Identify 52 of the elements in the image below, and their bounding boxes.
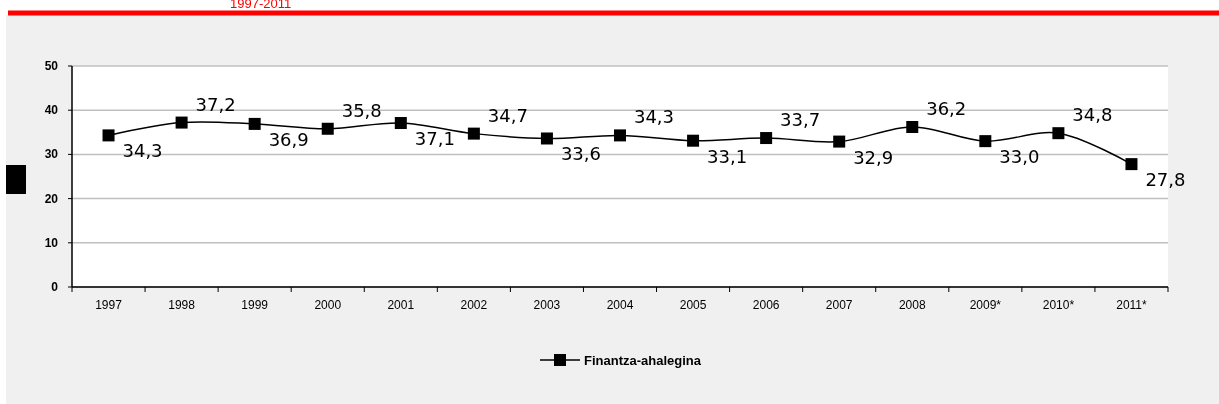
data-label: 27,8 [1145, 169, 1186, 191]
point [394, 117, 407, 130]
x-tick-label: 1997 [95, 298, 123, 312]
point [833, 135, 846, 148]
x-tick-label: 1998 [168, 298, 196, 312]
data-label: 36,2 [926, 98, 967, 119]
x-tick-label: 2011* [1116, 298, 1148, 312]
point [467, 127, 480, 140]
x-tick-label: 2005 [679, 298, 707, 312]
point [687, 134, 700, 147]
point [102, 129, 115, 142]
y-tick-label: 10 [44, 235, 59, 250]
y-tick-label: 20 [44, 191, 59, 206]
data-label: 33,7 [780, 109, 821, 131]
x-tick-label: 2006 [752, 298, 780, 312]
y-tick-label: 30 [44, 147, 59, 162]
x-tick-label: 2007 [825, 298, 853, 312]
data-label: 37,1 [414, 128, 455, 150]
y-tick-label: 0 [51, 280, 59, 294]
point [175, 116, 188, 129]
x-tick-label: 2001 [387, 298, 415, 312]
y-tick-label: 40 [44, 103, 59, 118]
data-label: 34,3 [633, 106, 675, 128]
legend-label: Finantza-ahalegina [584, 353, 702, 368]
point [906, 121, 919, 133]
point [1052, 127, 1065, 140]
x-tick-label: 2008 [898, 298, 926, 312]
point [1125, 158, 1138, 171]
x-tick-label: 2010* [1042, 298, 1075, 312]
x-tick-label: 2004 [606, 298, 634, 312]
x-tick-label: 2000 [314, 298, 342, 312]
x-tick-label: 1999 [241, 298, 269, 312]
y-tick-label: 50 [44, 59, 59, 73]
point [321, 122, 334, 135]
data-label: 32,9 [853, 146, 894, 168]
point [760, 132, 773, 145]
data-label: 34,7 [487, 104, 528, 126]
data-label: 36,9 [268, 128, 309, 150]
point [979, 135, 992, 148]
data-label: 34,8 [1072, 104, 1113, 126]
point [614, 129, 626, 142]
data-label: 33,0 [999, 146, 1040, 168]
x-tick-label: 2002 [460, 298, 488, 312]
data-label: 35,8 [341, 99, 382, 121]
point [540, 132, 553, 145]
data-label: 37,2 [195, 93, 236, 115]
data-label: 33,6 [560, 143, 601, 165]
x-tick-label: 2009* [969, 298, 1002, 312]
data-label: 33,1 [707, 145, 748, 167]
data-label: 34,3 [122, 140, 163, 162]
x-tick-label: 2003 [533, 298, 561, 312]
point [248, 117, 261, 130]
